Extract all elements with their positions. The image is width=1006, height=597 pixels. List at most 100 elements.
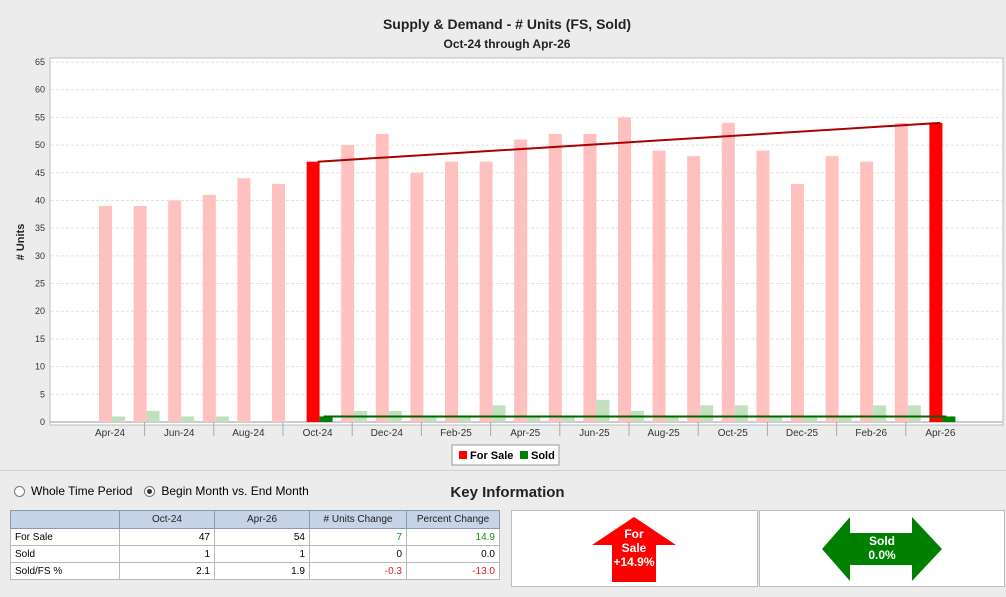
y-tick-label: 65	[35, 57, 45, 67]
legend: For Sale Sold	[451, 444, 560, 466]
chart-subtitle: Oct-24 through Apr-26	[444, 37, 571, 51]
sold-left-right-arrow-icon: Sold 0.0%	[822, 517, 942, 581]
sold-bar	[804, 416, 817, 422]
sold-bar	[769, 416, 783, 422]
sold-bar	[112, 416, 125, 422]
table-row: Sold 1 1 0 0.0	[10, 545, 500, 563]
row-label: Sold	[10, 545, 120, 563]
for-sale-bar	[514, 139, 528, 423]
whole-time-period-label[interactable]: Whole Time Period	[31, 484, 133, 498]
y-tick-label: 10	[35, 362, 45, 372]
for-sale-bar	[445, 161, 458, 422]
for-sale-bar	[756, 150, 770, 422]
x-tick-label: Apr-26	[925, 428, 955, 439]
x-tick-label: Feb-25	[440, 428, 472, 439]
for-sale-bar	[791, 183, 804, 422]
trend-lines	[317, 121, 947, 418]
sold-bar	[215, 416, 229, 422]
sold-bar	[423, 416, 437, 422]
sold-bar	[700, 405, 714, 422]
legend-swatch-sold	[520, 451, 528, 459]
for-sale-indicator-value: +14.9%	[613, 555, 654, 569]
for-sale-bar	[894, 122, 908, 422]
legend-label-for-sale: For Sale	[470, 450, 513, 462]
sold-indicator-line1: Sold	[869, 534, 895, 548]
cell-change: -0.3	[309, 562, 407, 580]
x-tick-label: Dec-25	[786, 428, 819, 439]
sold-bar	[146, 410, 160, 422]
cell-pct: -13.0	[406, 562, 500, 580]
y-tick-label: 25	[35, 279, 45, 289]
for-sale-bar	[860, 161, 874, 422]
sold-bar	[838, 416, 852, 422]
y-axis-label: # Units	[15, 224, 27, 261]
for-sale-up-arrow-icon: For Sale +14.9%	[592, 517, 676, 582]
legend-label-sold: Sold	[531, 450, 555, 462]
for-sale-bar	[202, 194, 216, 422]
sold-bar	[596, 399, 610, 422]
legend-swatch-for-sale	[459, 451, 467, 459]
cell-pct: 14.9	[406, 528, 500, 546]
table-row: For Sale 47 54 7 14.9	[10, 528, 500, 546]
sold-bar	[665, 416, 679, 422]
for-sale-bar	[583, 134, 597, 422]
cell-begin: 47	[119, 528, 215, 546]
sold-indicator-box: Sold 0.0%	[759, 510, 1005, 587]
for-sale-bar	[687, 156, 701, 422]
x-tick-label: Oct-25	[718, 428, 748, 439]
for-sale-bar	[410, 172, 424, 422]
y-tick-label: 40	[35, 195, 45, 205]
table-row: Sold/FS % 2.1 1.9 -0.3 -13.0	[10, 562, 500, 580]
for-sale-bar	[929, 122, 943, 422]
y-tick-label: 5	[40, 389, 45, 399]
x-axis: Apr-24 Jun-24 Aug-24 Oct-24 Dec-24 Feb-25 Apr-…	[95, 422, 956, 439]
for-sale-indicator-line1: For	[624, 527, 644, 541]
y-tick-label: 15	[35, 334, 45, 344]
y-tick-label: 35	[35, 223, 45, 233]
chart-panel: Supply & Demand - # Units (FS, Sold) Oct…	[0, 16, 1006, 471]
table-header-row: Oct-24 Apr-26 # Units Change Percent Cha…	[10, 510, 500, 529]
for-sale-indicator-line2: Sale	[622, 541, 647, 555]
y-tick-label: 45	[35, 168, 45, 178]
sold-bar	[942, 416, 956, 422]
table-header-units-change: # Units Change	[309, 510, 407, 529]
sold-bar	[873, 405, 887, 422]
period-options: Whole Time Period Begin Month vs. End Mo…	[14, 484, 321, 498]
x-tick-label: Aug-24	[232, 428, 265, 439]
sold-bar	[458, 416, 471, 422]
for-sale-bar	[237, 178, 251, 422]
for-sale-bar	[272, 183, 285, 422]
x-tick-label: Feb-26	[855, 428, 887, 439]
sold-bar	[492, 405, 506, 422]
sold-bar	[181, 416, 195, 422]
cell-begin: 1	[119, 545, 215, 563]
for-sale-bar	[479, 161, 493, 422]
sold-bar	[907, 405, 921, 422]
table-header-percent-change: Percent Change	[406, 510, 500, 529]
sold-bar	[527, 416, 541, 422]
row-label: Sold/FS %	[10, 562, 120, 580]
begin-vs-end-radio[interactable]	[144, 485, 156, 497]
cell-change: 7	[309, 528, 407, 546]
for-sale-bar	[652, 150, 666, 422]
bottom-panel: Whole Time Period Begin Month vs. End Mo…	[0, 472, 1006, 597]
begin-vs-end-label[interactable]: Begin Month vs. End Month	[161, 484, 309, 498]
y-tick-label: 50	[35, 140, 45, 150]
cell-begin: 2.1	[119, 562, 215, 580]
for-sale-bar	[99, 206, 112, 422]
chart-title: Supply & Demand - # Units (FS, Sold)	[383, 16, 631, 32]
for-sale-bar	[341, 145, 355, 423]
cell-end: 54	[214, 528, 310, 546]
sold-indicator-value: 0.0%	[868, 548, 896, 562]
y-tick-label: 0	[40, 417, 45, 427]
x-tick-label: Dec-24	[371, 428, 404, 439]
for-sale-bar	[306, 161, 320, 422]
table-header-end: Apr-26	[214, 510, 310, 529]
for-sale-trend-line	[317, 121, 941, 163]
for-sale-bar	[721, 122, 735, 422]
for-sale-bar	[548, 134, 562, 422]
whole-time-period-radio[interactable]	[14, 485, 25, 497]
cell-change: 0	[309, 545, 407, 563]
sold-bar	[319, 416, 333, 422]
key-info-table: Oct-24 Apr-26 # Units Change Percent Cha…	[10, 510, 500, 580]
